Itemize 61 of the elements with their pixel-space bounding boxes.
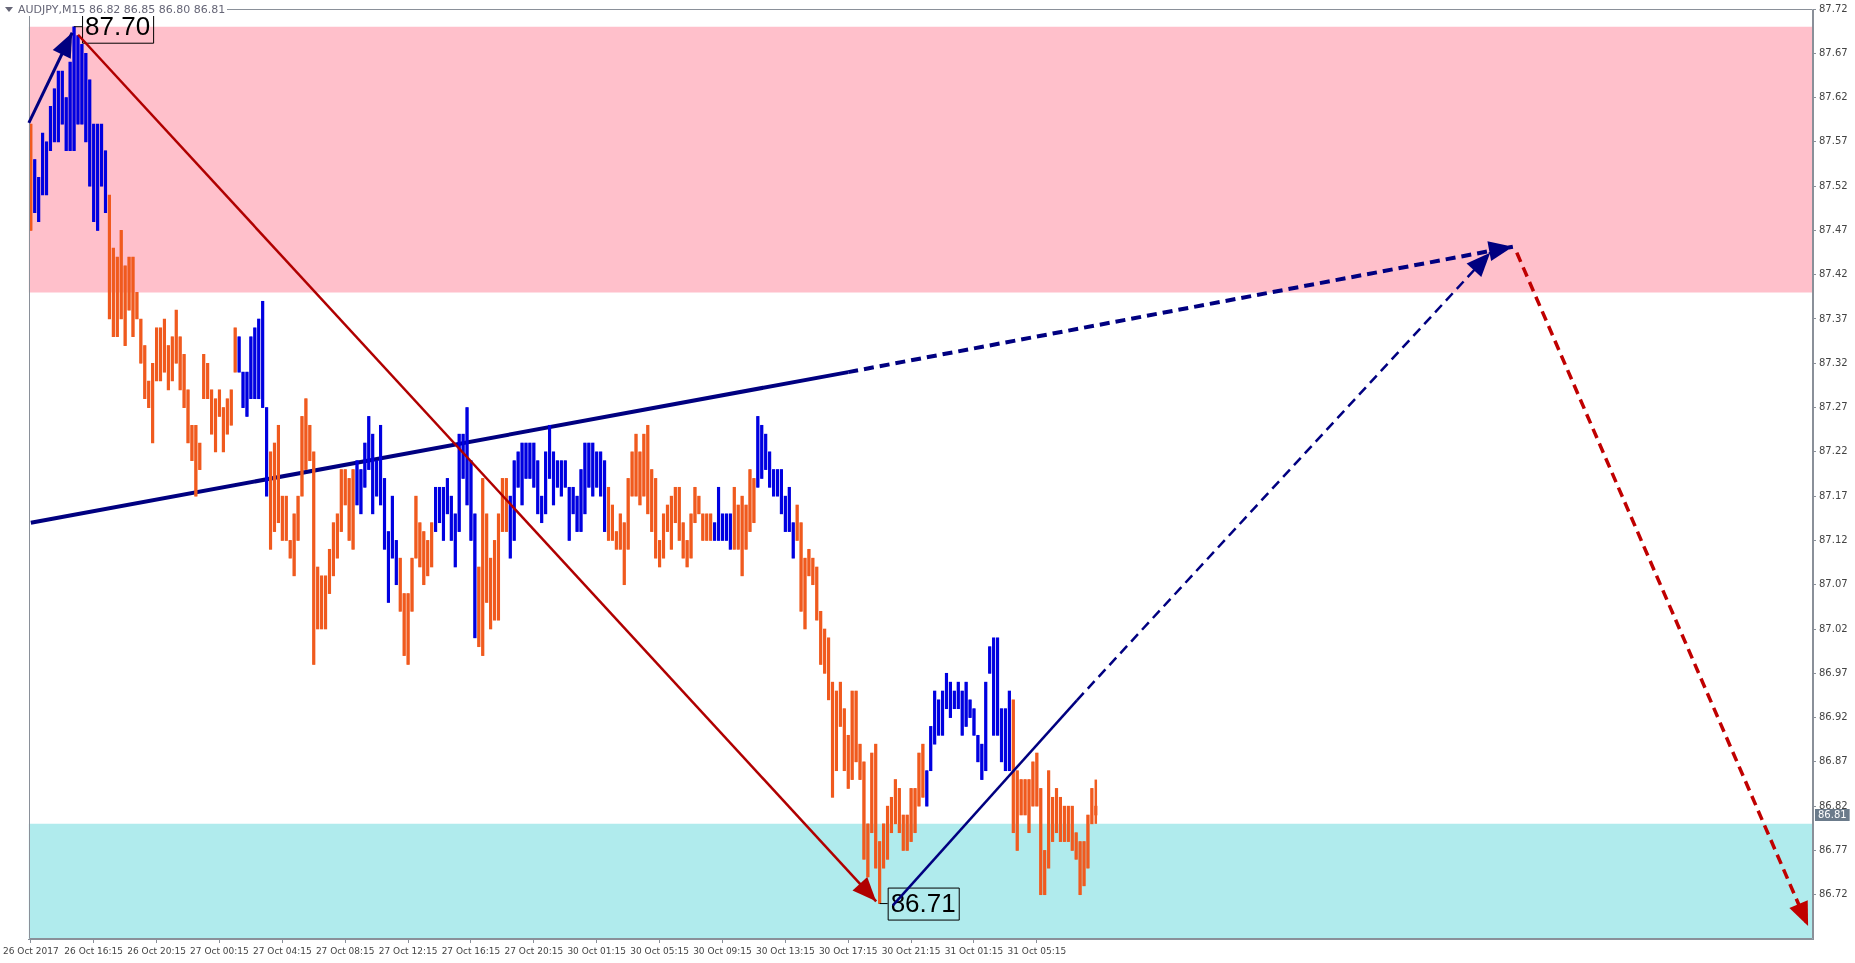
- y-tick-label: 86.82: [1819, 799, 1848, 811]
- candlestick: [559, 460, 563, 497]
- x-tick-label: 31 Oct 01:15: [944, 945, 1004, 956]
- candlestick: [1007, 690, 1011, 772]
- candlestick: [96, 123, 100, 231]
- x-tick-label: 26 Oct 20:15: [127, 945, 186, 956]
- x-tick-label: 27 Oct 20:15: [504, 945, 564, 956]
- x-tick-label: 30 Oct 09:15: [693, 945, 752, 956]
- x-tick-label: 26 Oct 16:15: [64, 945, 124, 956]
- y-tick-label: 87.57: [1819, 135, 1848, 147]
- y-tick-label: 87.67: [1819, 46, 1848, 58]
- candlestick: [756, 416, 760, 488]
- y-tick-label: 87.12: [1819, 534, 1848, 546]
- candlestick: [202, 354, 206, 400]
- y-tick-label: 87.47: [1819, 224, 1848, 236]
- y-tick-label: 86.72: [1819, 888, 1848, 900]
- candlestick: [111, 247, 115, 338]
- y-tick-label: 87.32: [1819, 356, 1848, 368]
- candlestick: [56, 70, 60, 143]
- x-tick-label: 30 Oct 13:15: [756, 945, 815, 956]
- y-tick-label: 86.77: [1819, 844, 1848, 856]
- x-tick-label: 27 Oct 08:15: [315, 945, 375, 956]
- candlestick: [237, 336, 241, 373]
- candlestick: [716, 486, 721, 541]
- candlestick: [606, 486, 611, 541]
- x-tick-label: 30 Oct 21:15: [881, 945, 941, 956]
- candlestick: [280, 495, 284, 541]
- y-tick-label: 87.22: [1819, 445, 1848, 457]
- y-tick-label: 87.02: [1819, 622, 1848, 634]
- candlestick: [709, 513, 713, 541]
- y-tick-label: 87.27: [1819, 401, 1848, 413]
- y-tick-label: 87.62: [1819, 91, 1848, 103]
- x-tick-label: 27 Oct 16:15: [441, 945, 501, 956]
- candlestick: [351, 469, 355, 550]
- candlestick: [504, 478, 508, 532]
- annotation: 86.71: [890, 887, 956, 918]
- x-tick-label: 30 Oct 01:15: [567, 945, 627, 956]
- y-tick-label: 86.97: [1819, 666, 1848, 678]
- candlestick: [992, 637, 996, 736]
- x-tick-label: 30 Oct 05:15: [630, 945, 689, 956]
- y-tick-label: 87.72: [1819, 2, 1848, 14]
- candlestick: [261, 300, 265, 408]
- y-tick-label: 86.87: [1819, 755, 1848, 767]
- candlestick: [940, 690, 945, 736]
- candlestick: [728, 513, 732, 550]
- y-tick-label: 87.17: [1819, 489, 1848, 501]
- x-tick-label: 27 Oct 00:15: [190, 945, 249, 956]
- candlestick: [732, 486, 736, 550]
- y-tick-label: 86.92: [1819, 711, 1848, 723]
- x-tick-label: 31 Oct 05:15: [1007, 945, 1067, 956]
- x-tick-label: 26 Oct 2017: [3, 945, 59, 956]
- candlestick: [233, 327, 237, 373]
- y-tick-label: 87.42: [1819, 268, 1848, 280]
- y-tick-label: 87.07: [1819, 578, 1848, 590]
- y-tick-label: 87.52: [1819, 179, 1848, 191]
- x-tick-label: 27 Oct 04:15: [252, 945, 312, 956]
- y-tick-label: 87.37: [1819, 312, 1848, 324]
- candlestick: [701, 513, 705, 541]
- x-tick-label: 27 Oct 12:15: [378, 945, 438, 956]
- text: 86.81: [1818, 808, 1847, 820]
- x-tick-label: 30 Oct 17:15: [818, 945, 878, 956]
